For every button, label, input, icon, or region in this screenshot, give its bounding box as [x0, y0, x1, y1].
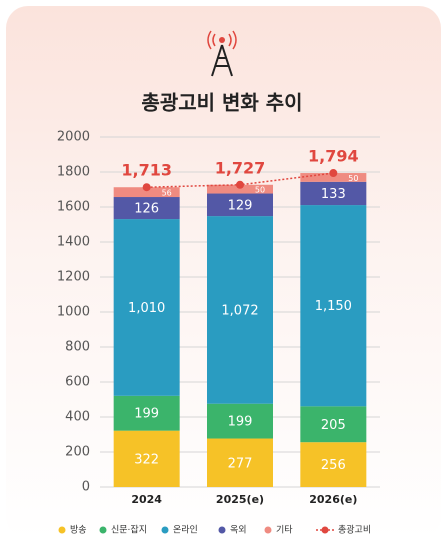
bar-segment [300, 181, 367, 206]
total-point [329, 169, 338, 178]
segment-label: 277 [228, 456, 253, 471]
bar-segment [207, 184, 273, 194]
bar-segment [300, 205, 367, 407]
legend-marker [264, 526, 272, 534]
segment-label: 199 [228, 415, 253, 430]
legend-marker [321, 526, 329, 534]
bar-segment [300, 406, 367, 443]
y-tick-label: 0 [82, 480, 90, 495]
y-tick-label: 600 [65, 375, 90, 390]
legend-marker [161, 526, 169, 534]
segment-label: 50 [255, 186, 265, 195]
x-tick-label: 2025(e) [216, 493, 264, 506]
segment-label: 126 [134, 202, 159, 217]
legend-label: 방송 [70, 525, 87, 536]
segment-label: 50 [348, 174, 358, 183]
y-tick-label: 200 [65, 445, 90, 460]
segment-label: 1,010 [128, 301, 165, 316]
legend-marker [99, 526, 107, 534]
segment-label: 133 [321, 187, 346, 202]
legend-label: 신문·잡지 [111, 524, 147, 536]
segment-label: 1,150 [315, 299, 352, 314]
legend-marker [218, 526, 226, 534]
bar-segment [207, 216, 273, 404]
total-label: 1,794 [308, 147, 359, 166]
legend-label: 옥외 [230, 524, 247, 536]
y-tick-label: 1600 [57, 200, 90, 215]
segment-label: 1,072 [221, 303, 258, 318]
bar-segment [113, 395, 180, 431]
legend-label: 온라인 [173, 525, 198, 536]
segment-label: 129 [228, 198, 253, 213]
y-tick-label: 1000 [57, 305, 90, 320]
segment-label: 199 [134, 407, 159, 422]
chart-title: 총광고비 변화 추이 [141, 91, 302, 115]
total-point [236, 180, 244, 189]
y-tick-label: 800 [65, 340, 90, 355]
segment-label: 322 [134, 452, 159, 467]
y-tick-label: 1400 [57, 235, 90, 250]
segment-label: 56 [162, 189, 172, 198]
legend-label: 기타 [276, 525, 293, 536]
legend-marker [58, 526, 66, 534]
x-tick-label: 2024 [131, 493, 162, 506]
y-tick-label: 2000 [57, 130, 90, 145]
x-tick-label: 2026(e) [309, 493, 357, 506]
total-point [142, 183, 151, 192]
bar-segment [113, 197, 180, 220]
bar-segment [113, 219, 180, 396]
legend-label: 총광고비 [338, 524, 371, 536]
segment-label: 256 [321, 458, 346, 473]
bar-segment [113, 430, 180, 487]
total-label: 1,727 [215, 158, 266, 177]
antenna-icon [207, 30, 237, 77]
bar-segment [300, 173, 367, 182]
segment-label: 205 [321, 418, 346, 433]
y-tick-label: 1200 [57, 270, 90, 285]
bar-segment [113, 187, 180, 198]
bar-segment [207, 438, 273, 487]
y-tick-label: 1800 [57, 165, 90, 180]
bar-segment [300, 442, 367, 487]
bar-segment [207, 193, 273, 217]
total-label: 1,713 [121, 161, 172, 180]
y-tick-label: 400 [65, 410, 90, 425]
bar-segment [207, 403, 273, 439]
